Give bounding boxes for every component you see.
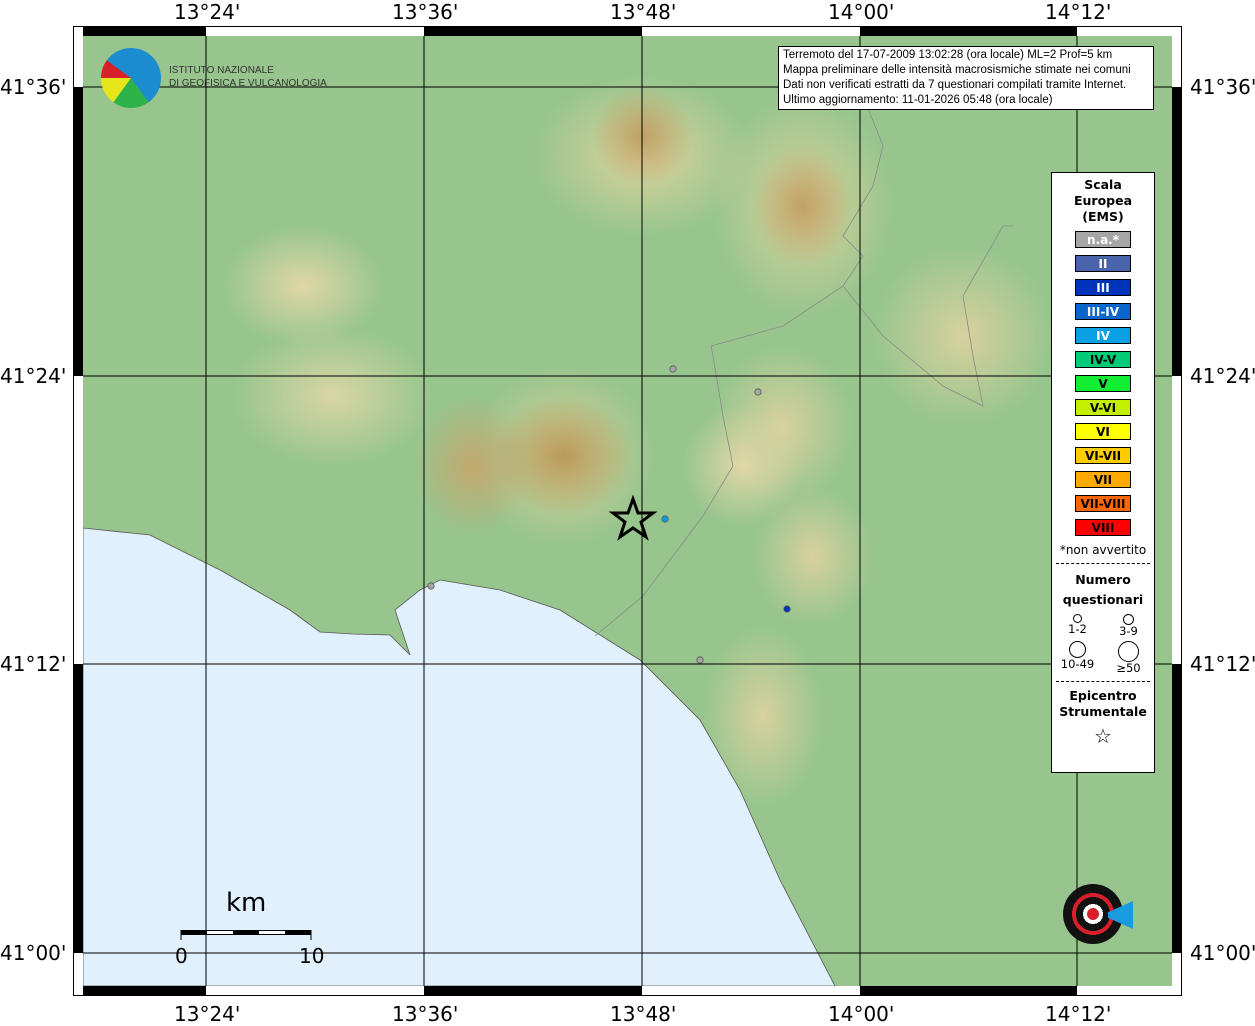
legend-swatch: III-IV	[1075, 303, 1131, 320]
legend-note: *non avvertito	[1059, 543, 1147, 557]
legend-swatch: VI-VII	[1075, 447, 1131, 464]
intensity-point[interactable]	[754, 388, 762, 396]
frame-bar	[860, 986, 1077, 996]
intensity-point[interactable]	[661, 515, 669, 523]
lat-label-right: 41°12'	[1190, 652, 1255, 676]
ingv-logo-text: ISTITUTO NAZIONALE DI GEOFISICA E VULCANO…	[169, 65, 327, 89]
ingv-logo	[101, 48, 161, 108]
legend: Scala Europea (EMS) n.a.* II III III-IV IV IV-V…	[1051, 172, 1155, 773]
lat-label-right: 41°36'	[1190, 75, 1255, 99]
map-canvas[interactable]: ISTITUTO NAZIONALE DI GEOFISICA E VULCANO…	[83, 36, 1172, 986]
scale-end: 10	[299, 944, 325, 968]
frame-bar	[424, 986, 642, 996]
legend-swatch: VII-VIII	[1075, 495, 1131, 512]
boundary-line	[594, 95, 1013, 637]
lon-label-top: 14°12'	[1045, 0, 1112, 24]
epicenter-star[interactable]	[608, 494, 658, 541]
frame-bar	[1172, 87, 1182, 376]
lon-label-bottom: 13°48'	[610, 1002, 677, 1026]
intensity-point[interactable]	[696, 656, 704, 664]
frame-bar	[83, 26, 206, 36]
frame-bar	[424, 26, 642, 36]
event-info-box: Terremoto del 17-07-2009 13:02:28 (ora l…	[778, 46, 1154, 110]
legend-swatch: V-VI	[1075, 399, 1131, 416]
lat-label-right: 41°00'	[1190, 941, 1255, 965]
lat-label-right: 41°24'	[1190, 364, 1255, 388]
haisentito-logo	[1038, 856, 1148, 976]
lat-label-left: 41°36'	[0, 75, 67, 99]
lon-label-top: 13°36'	[392, 0, 459, 24]
legend-swatch: VIII	[1075, 519, 1131, 536]
frame-bar	[73, 664, 83, 953]
legend-swatch: VI	[1075, 423, 1131, 440]
intensity-point[interactable]	[783, 605, 791, 613]
legend-swatch: n.a.*	[1075, 231, 1131, 248]
frame-bar	[83, 986, 206, 996]
frame-bar	[73, 87, 83, 376]
scale-start: 0	[175, 944, 188, 968]
lat-label-left: 41°00'	[0, 941, 67, 965]
legend-swatch: V	[1075, 375, 1131, 392]
sea	[83, 527, 836, 986]
scale-bar	[180, 930, 312, 940]
lon-label-bottom: 14°12'	[1045, 1002, 1112, 1026]
legend-swatch: IV-V	[1075, 351, 1131, 368]
scale-unit: km	[226, 888, 267, 918]
lon-label-top: 13°48'	[610, 0, 677, 24]
intensity-point[interactable]	[427, 582, 435, 590]
legend-swatch: III	[1075, 279, 1131, 296]
lon-label-top: 14°00'	[828, 0, 895, 24]
lon-label-bottom: 13°24'	[174, 1002, 241, 1026]
legend-star-icon: ☆	[1094, 724, 1112, 748]
lat-label-left: 41°12'	[0, 652, 67, 676]
lon-label-top: 13°24'	[174, 0, 241, 24]
legend-swatch: II	[1075, 255, 1131, 272]
frame-bar	[860, 26, 1077, 36]
lon-label-bottom: 14°00'	[828, 1002, 895, 1026]
lat-label-left: 41°24'	[0, 364, 67, 388]
legend-swatch: VII	[1075, 471, 1131, 488]
frame-bar	[1172, 664, 1182, 953]
intensity-point[interactable]	[669, 365, 677, 373]
legend-swatch: IV	[1075, 327, 1131, 344]
lon-label-bottom: 13°36'	[392, 1002, 459, 1026]
